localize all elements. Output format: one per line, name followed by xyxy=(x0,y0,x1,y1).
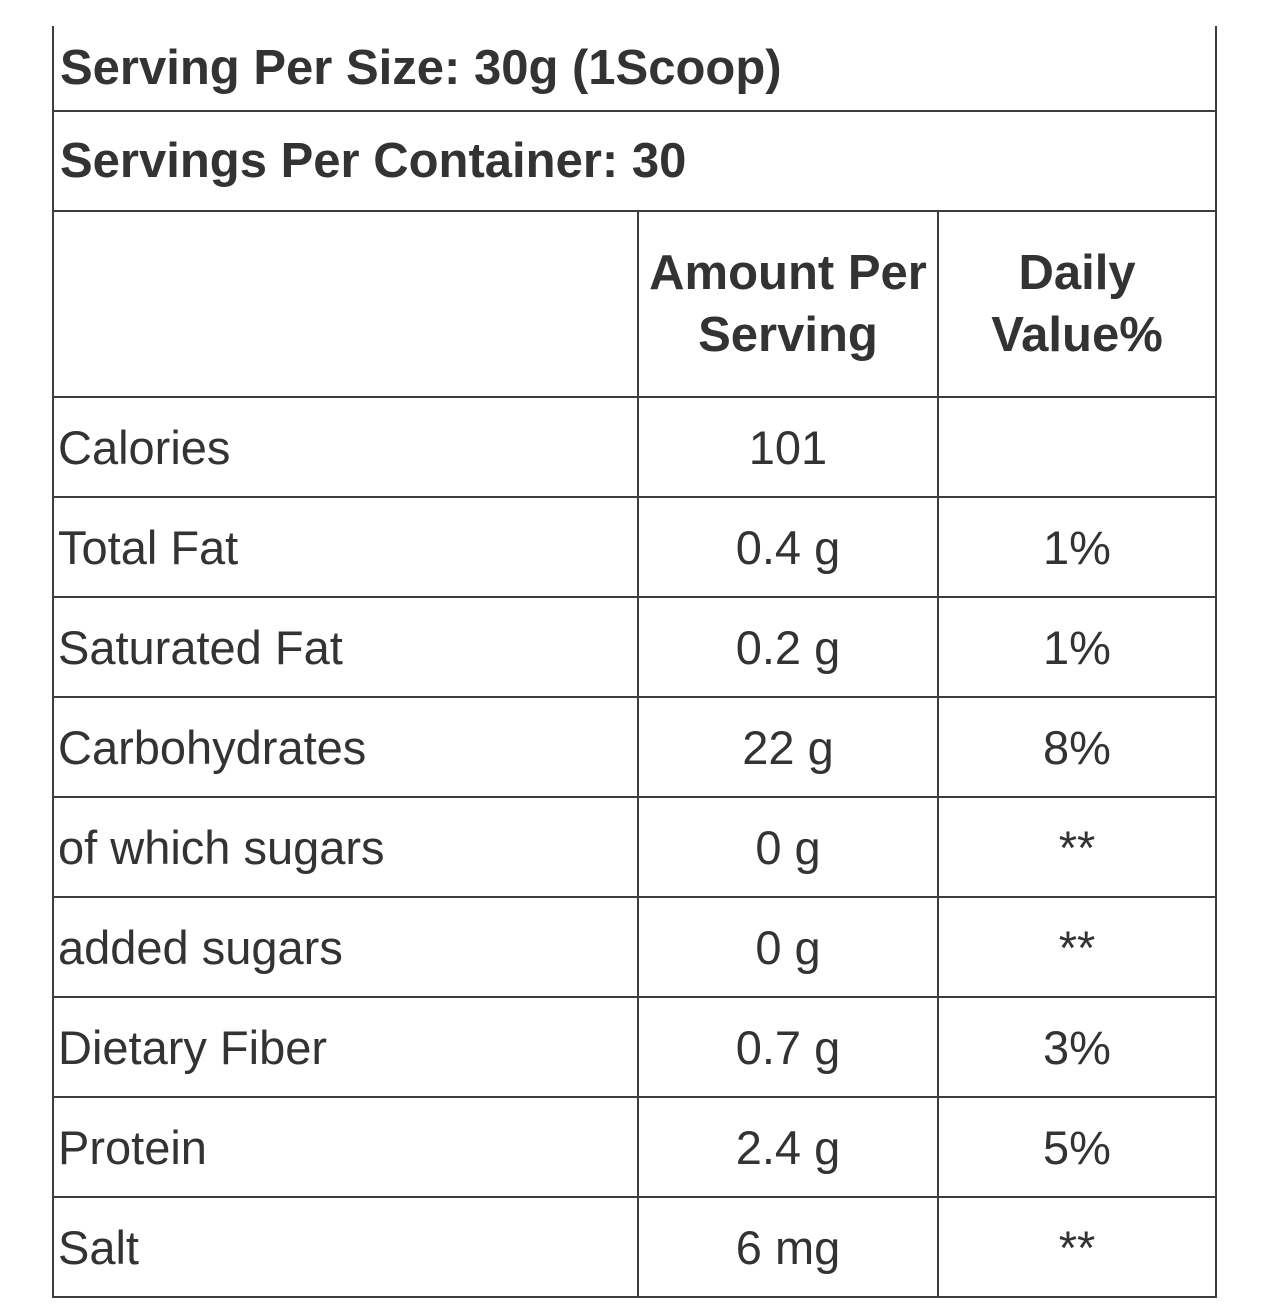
table-row: Carbohydrates 22 g 8% xyxy=(52,696,1218,798)
table-row: added sugars 0 g ** xyxy=(52,896,1218,998)
nutrient-amount: 2.4 g xyxy=(637,1096,939,1198)
table-row: Salt 6 mg ** xyxy=(52,1196,1218,1298)
column-header-row: Amount Per Serving Daily Value% xyxy=(52,210,1218,398)
nutrient-daily-value: ** xyxy=(936,796,1218,898)
table-row: of which sugars 0 g ** xyxy=(52,796,1218,898)
nutrient-amount: 6 mg xyxy=(637,1196,939,1298)
nutrient-amount: 101 xyxy=(637,396,939,498)
table-row: Protein 2.4 g 5% xyxy=(52,1096,1218,1198)
nutrient-daily-value xyxy=(936,396,1218,498)
nutrient-daily-value: 8% xyxy=(936,696,1218,798)
serving-size-row: Serving Per Size: 30g (1Scoop) xyxy=(51,26,1218,112)
column-header-empty xyxy=(52,210,639,398)
table-row: Calories 101 xyxy=(52,396,1218,498)
servings-per-container-row: Servings Per Container: 30 xyxy=(51,110,1218,212)
nutrient-daily-value: 3% xyxy=(936,996,1218,1098)
nutrient-daily-value: 1% xyxy=(936,496,1218,598)
nutrient-daily-value: ** xyxy=(936,1196,1218,1298)
nutrient-daily-value: ** xyxy=(936,896,1218,998)
nutrition-table-body: Calories 101 Total Fat 0.4 g 1% Saturate… xyxy=(52,396,1218,1298)
table-row: Dietary Fiber 0.7 g 3% xyxy=(52,996,1218,1098)
nutrient-label: Saturated Fat xyxy=(52,596,639,698)
nutrient-label: Salt xyxy=(52,1196,639,1298)
serving-size-text: Serving Per Size: 30g (1Scoop) xyxy=(51,26,1218,112)
nutrient-label: Total Fat xyxy=(52,496,639,598)
column-header-amount-per-serving: Amount Per Serving xyxy=(637,210,939,398)
nutrient-amount: 0.4 g xyxy=(637,496,939,598)
nutrient-label: Calories xyxy=(52,396,639,498)
nutrient-amount: 0.2 g xyxy=(637,596,939,698)
nutrient-label: of which sugars xyxy=(52,796,639,898)
nutrient-label: Protein xyxy=(52,1096,639,1198)
nutrient-daily-value: 5% xyxy=(936,1096,1218,1198)
servings-per-container-text: Servings Per Container: 30 xyxy=(51,110,1218,212)
nutrient-amount: 0.7 g xyxy=(637,996,939,1098)
nutrition-table: Serving Per Size: 30g (1Scoop) Servings … xyxy=(51,26,1218,1298)
nutrient-label: Carbohydrates xyxy=(52,696,639,798)
nutrient-daily-value: 1% xyxy=(936,596,1218,698)
nutrient-label: Dietary Fiber xyxy=(52,996,639,1098)
nutrient-label: added sugars xyxy=(52,896,639,998)
nutrient-amount: 0 g xyxy=(637,796,939,898)
nutrient-amount: 22 g xyxy=(637,696,939,798)
nutrient-amount: 0 g xyxy=(637,896,939,998)
column-header-daily-value: Daily Value% xyxy=(936,210,1218,398)
table-row: Total Fat 0.4 g 1% xyxy=(52,496,1218,598)
table-row: Saturated Fat 0.2 g 1% xyxy=(52,596,1218,698)
